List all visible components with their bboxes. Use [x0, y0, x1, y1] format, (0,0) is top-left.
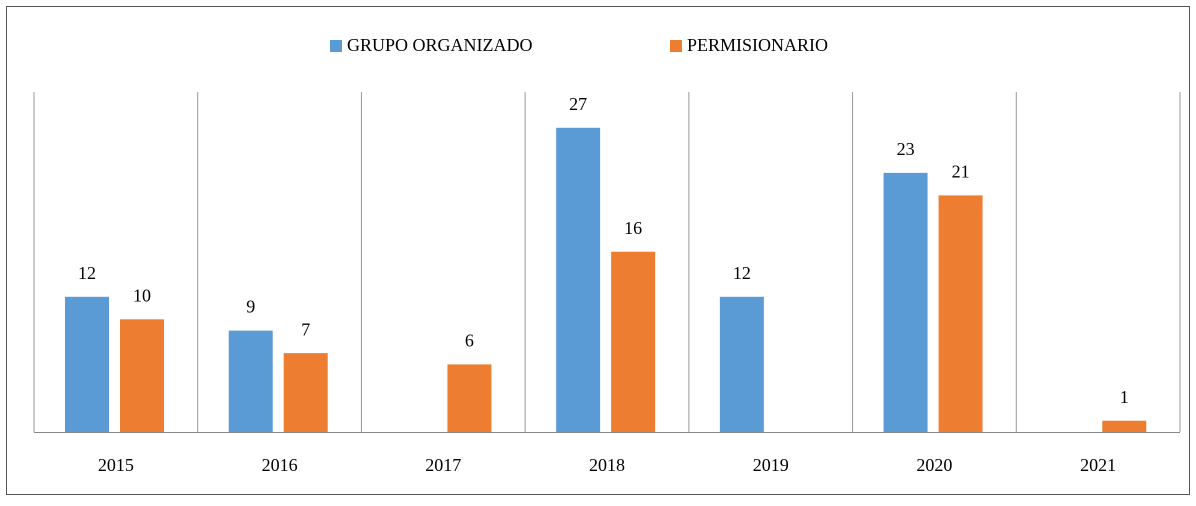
bar — [120, 319, 164, 432]
bar — [556, 127, 601, 433]
data-label: 21 — [952, 162, 970, 182]
bar — [719, 296, 764, 432]
data-label: 27 — [569, 94, 587, 114]
bar — [611, 251, 656, 432]
data-label: 9 — [246, 297, 255, 317]
bar — [228, 330, 273, 432]
data-label: 7 — [301, 319, 310, 339]
bar — [938, 195, 983, 432]
x-tick-label: 2015 — [98, 455, 134, 475]
data-label: 6 — [465, 331, 474, 351]
bar — [283, 353, 328, 432]
x-tick-label: 2021 — [1080, 455, 1116, 475]
data-label: 12 — [78, 263, 96, 283]
legend-label: PERMISIONARIO — [687, 35, 828, 55]
legend-swatch — [330, 40, 342, 52]
bar — [883, 172, 928, 432]
bar — [65, 296, 109, 432]
bar — [1102, 420, 1147, 432]
data-label: 10 — [133, 285, 151, 305]
data-label: 16 — [624, 218, 642, 238]
x-tick-label: 2016 — [262, 455, 298, 475]
x-tick-label: 2018 — [589, 455, 625, 475]
x-tick-label: 2019 — [753, 455, 789, 475]
data-label: 23 — [897, 139, 915, 159]
bar — [447, 364, 492, 432]
x-tick-label: 2017 — [425, 455, 461, 475]
data-label: 1 — [1120, 387, 1129, 407]
x-tick-label: 2020 — [916, 455, 952, 475]
legend-label: GRUPO ORGANIZADO — [347, 35, 533, 55]
data-label: 12 — [733, 263, 751, 283]
legend-swatch — [670, 40, 682, 52]
